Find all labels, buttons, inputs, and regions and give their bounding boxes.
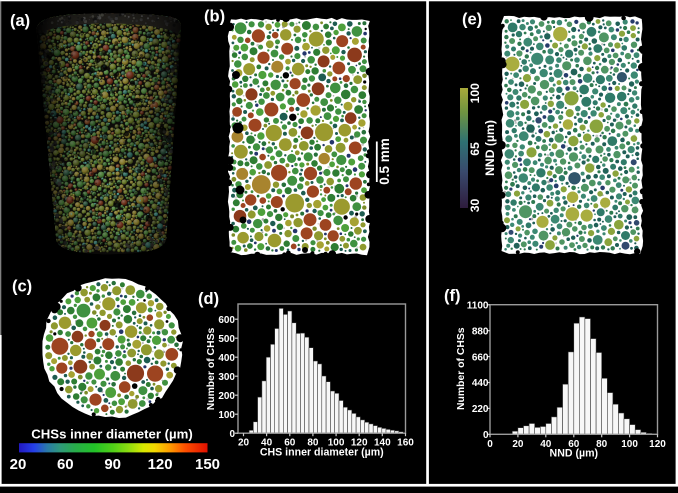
svg-text:0: 0 — [229, 429, 235, 440]
svg-text:(f): (f) — [444, 287, 460, 305]
svg-text:660: 660 — [472, 352, 489, 363]
svg-text:20: 20 — [238, 438, 250, 449]
svg-text:120: 120 — [148, 456, 173, 473]
svg-text:60: 60 — [57, 456, 74, 473]
svg-text:220: 220 — [472, 404, 489, 415]
svg-text:100: 100 — [621, 439, 638, 450]
svg-text:600: 600 — [218, 315, 235, 326]
svg-text:440: 440 — [472, 378, 489, 389]
svg-text:200: 200 — [218, 391, 235, 402]
svg-text:120: 120 — [649, 439, 666, 450]
svg-text:90: 90 — [104, 456, 121, 473]
svg-text:0.5 mm: 0.5 mm — [377, 138, 392, 185]
svg-text:CHS inner diameter (µm): CHS inner diameter (µm) — [260, 446, 384, 458]
svg-text:150: 150 — [195, 456, 220, 473]
svg-text:100: 100 — [468, 83, 482, 104]
svg-text:20: 20 — [10, 456, 27, 473]
svg-text:NND (µm): NND (µm) — [550, 448, 598, 460]
svg-text:65: 65 — [468, 142, 482, 156]
svg-text:(a): (a) — [10, 12, 30, 30]
svg-text:CHSs inner diameter (µm): CHSs inner diameter (µm) — [31, 427, 193, 442]
svg-text:1100: 1100 — [467, 301, 489, 312]
svg-text:160: 160 — [397, 438, 414, 449]
svg-text:(d): (d) — [198, 290, 219, 308]
svg-text:100: 100 — [218, 410, 235, 421]
svg-text:20: 20 — [512, 439, 524, 450]
svg-text:NND (µm): NND (µm) — [483, 120, 497, 176]
svg-text:300: 300 — [218, 372, 235, 383]
svg-text:880: 880 — [472, 326, 489, 337]
svg-text:(c): (c) — [12, 278, 32, 296]
svg-text:Number of CHSs: Number of CHSs — [206, 328, 217, 411]
svg-text:400: 400 — [218, 353, 235, 364]
svg-text:Number of CHSs: Number of CHSs — [456, 327, 467, 410]
svg-text:0: 0 — [483, 430, 489, 441]
svg-text:500: 500 — [218, 334, 235, 345]
svg-text:(b): (b) — [204, 8, 225, 26]
svg-text:(e): (e) — [462, 11, 482, 29]
svg-text:30: 30 — [468, 199, 482, 213]
